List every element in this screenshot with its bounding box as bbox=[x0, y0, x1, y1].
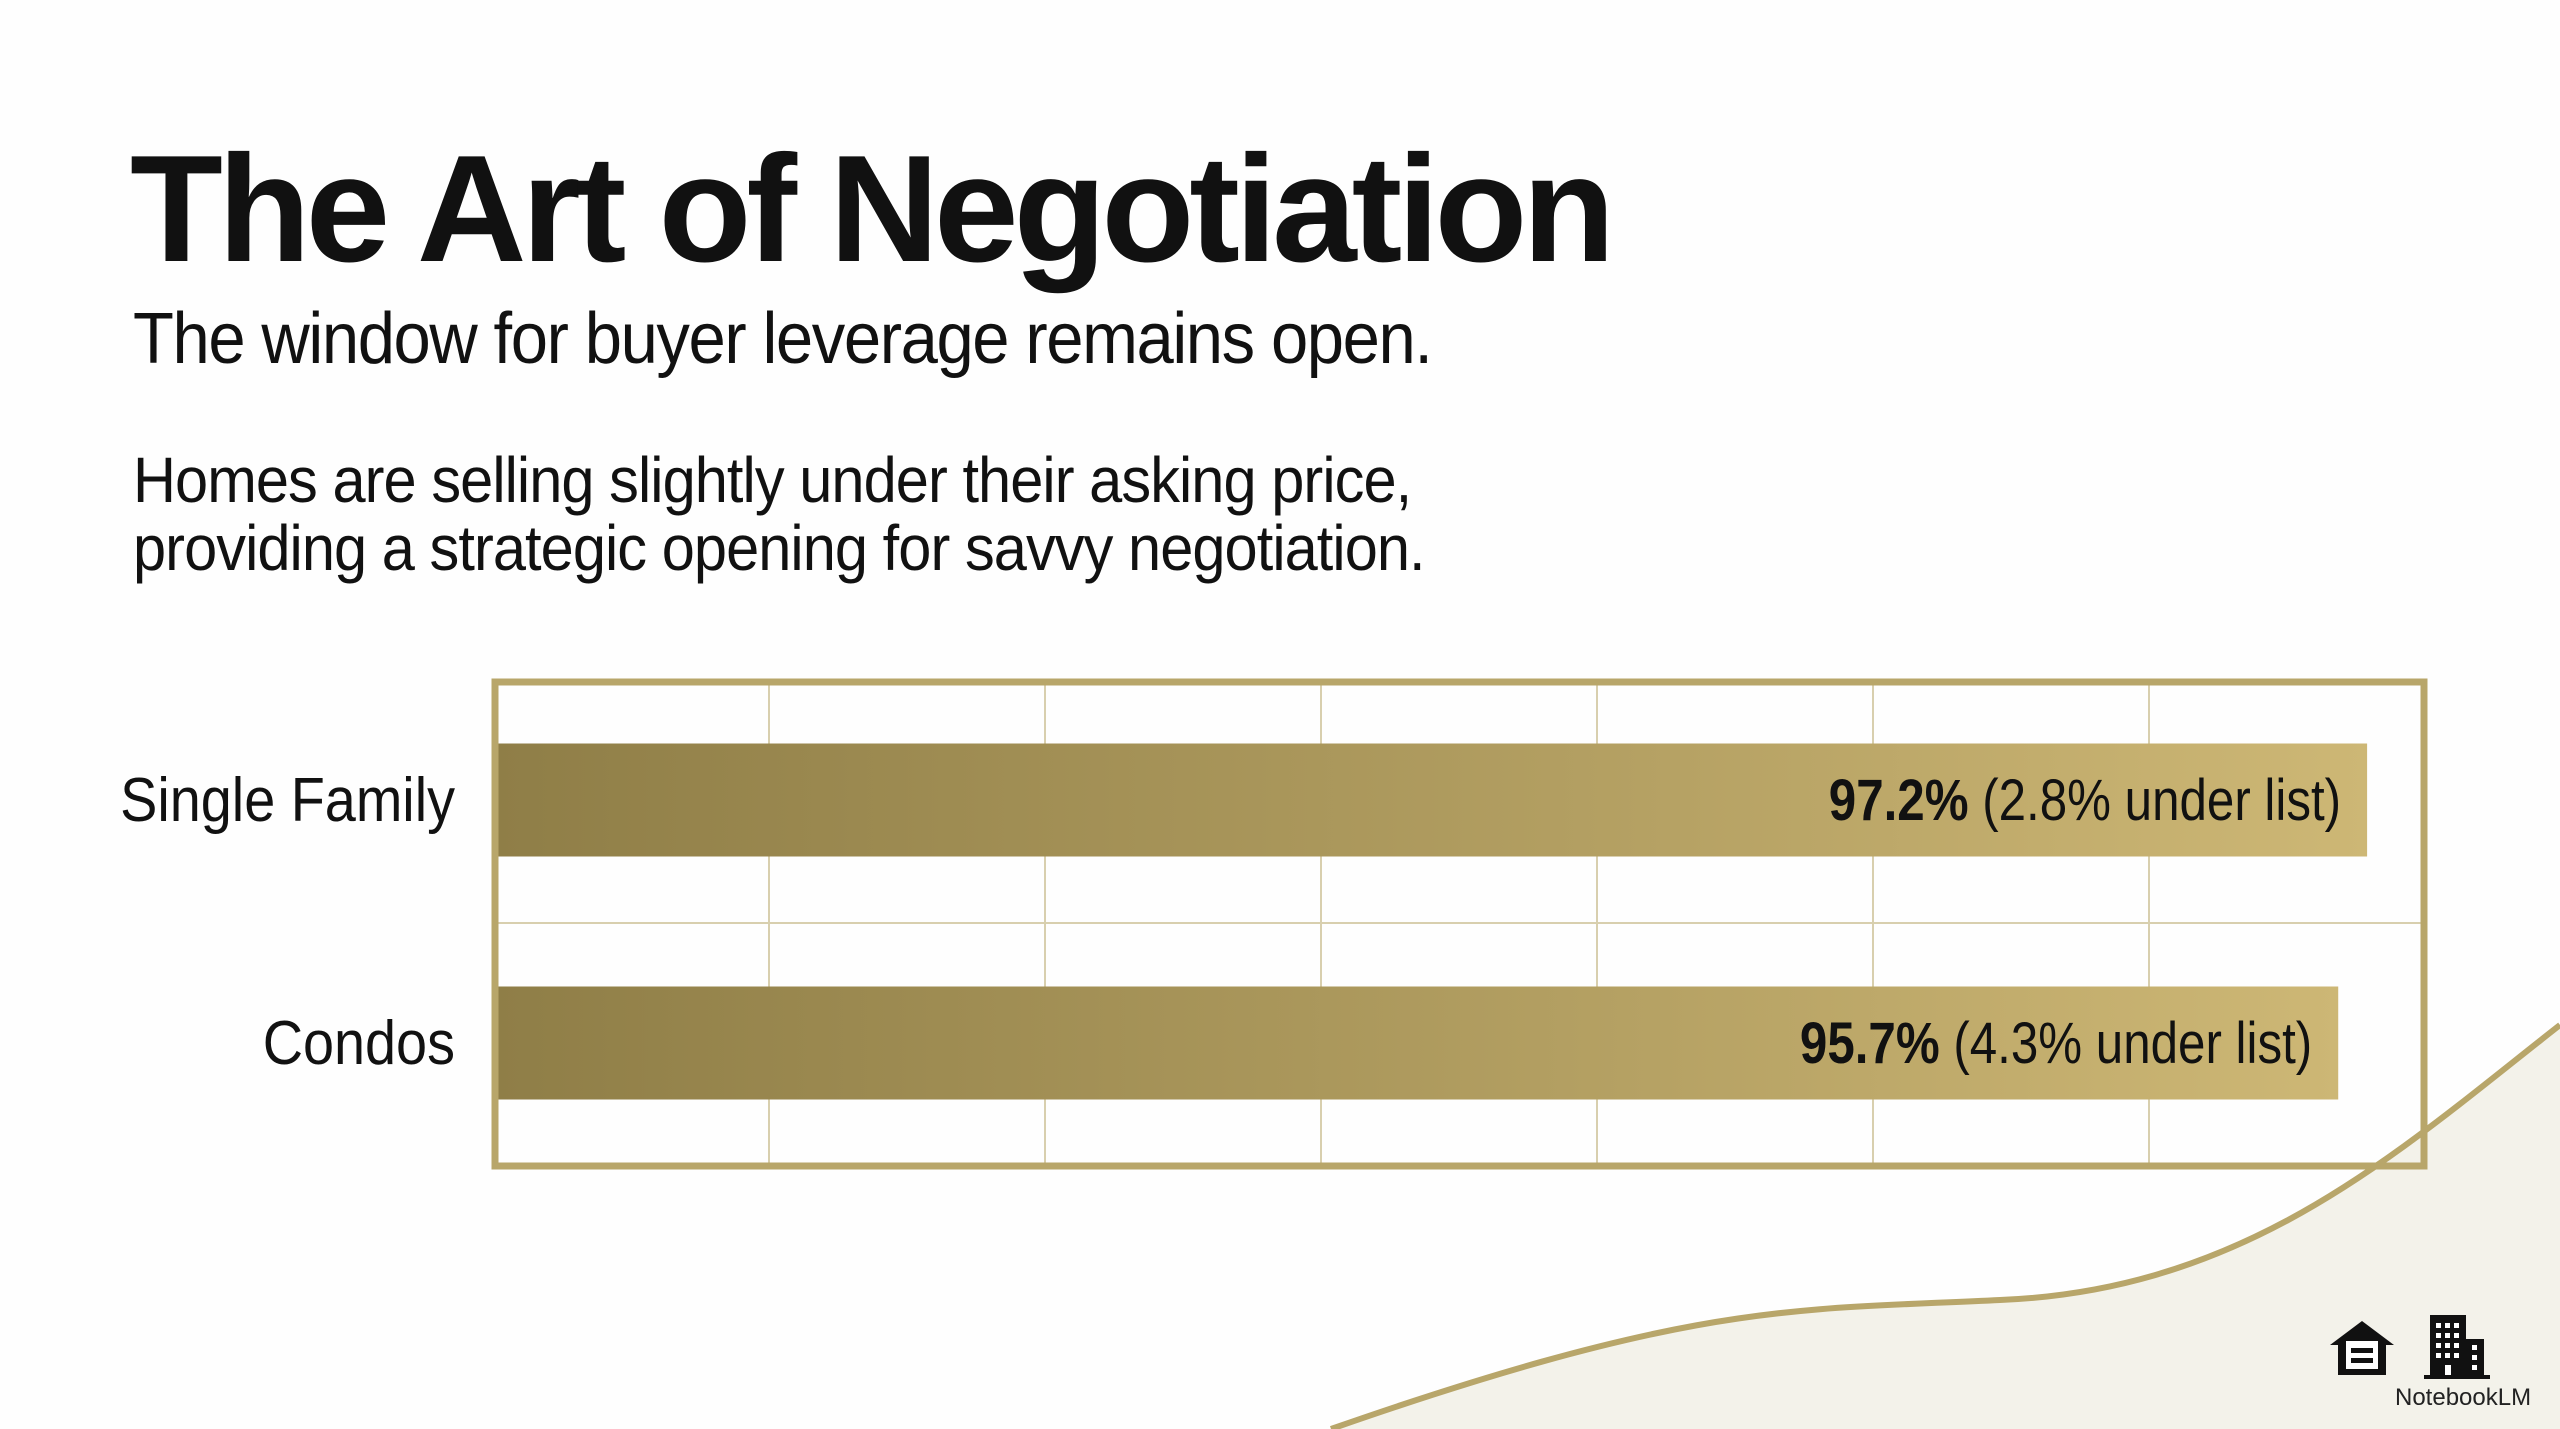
value-label-under-list: (4.3% under list) bbox=[1940, 1011, 2313, 1076]
bar bbox=[496, 743, 2368, 857]
bar bbox=[496, 986, 2339, 1100]
value-label-percent: 95.7% bbox=[1800, 1011, 1940, 1076]
notebooklm-watermark: NotebookLM bbox=[2395, 1384, 2532, 1411]
logo bbox=[2330, 1315, 2490, 1379]
category-label: Single Family bbox=[120, 766, 455, 834]
equal-housing-icon bbox=[2330, 1321, 2394, 1375]
value-label: 95.7% (4.3% under list) bbox=[1800, 1011, 2312, 1076]
value-label-percent: 97.2% bbox=[1829, 768, 1969, 833]
building-icon bbox=[2424, 1315, 2490, 1379]
page-title: The Art of Negotiation bbox=[130, 124, 1615, 294]
value-label: 97.2% (2.8% under list) bbox=[1829, 768, 2341, 833]
subtitle: The window for buyer leverage remains op… bbox=[133, 299, 1433, 379]
category-label: Condos bbox=[263, 1009, 455, 1077]
background-shade bbox=[1331, 1025, 2560, 1429]
body-line: Homes are selling slightly under their a… bbox=[133, 444, 1412, 516]
decorative-curve bbox=[1330, 1022, 2560, 1429]
value-label-under-list: (2.8% under list) bbox=[1969, 768, 2342, 833]
body-line: providing a strategic opening for savvy … bbox=[133, 512, 1426, 584]
body-text: Homes are selling slightly under their a… bbox=[133, 446, 1640, 582]
chart-frame bbox=[491, 678, 2428, 1170]
